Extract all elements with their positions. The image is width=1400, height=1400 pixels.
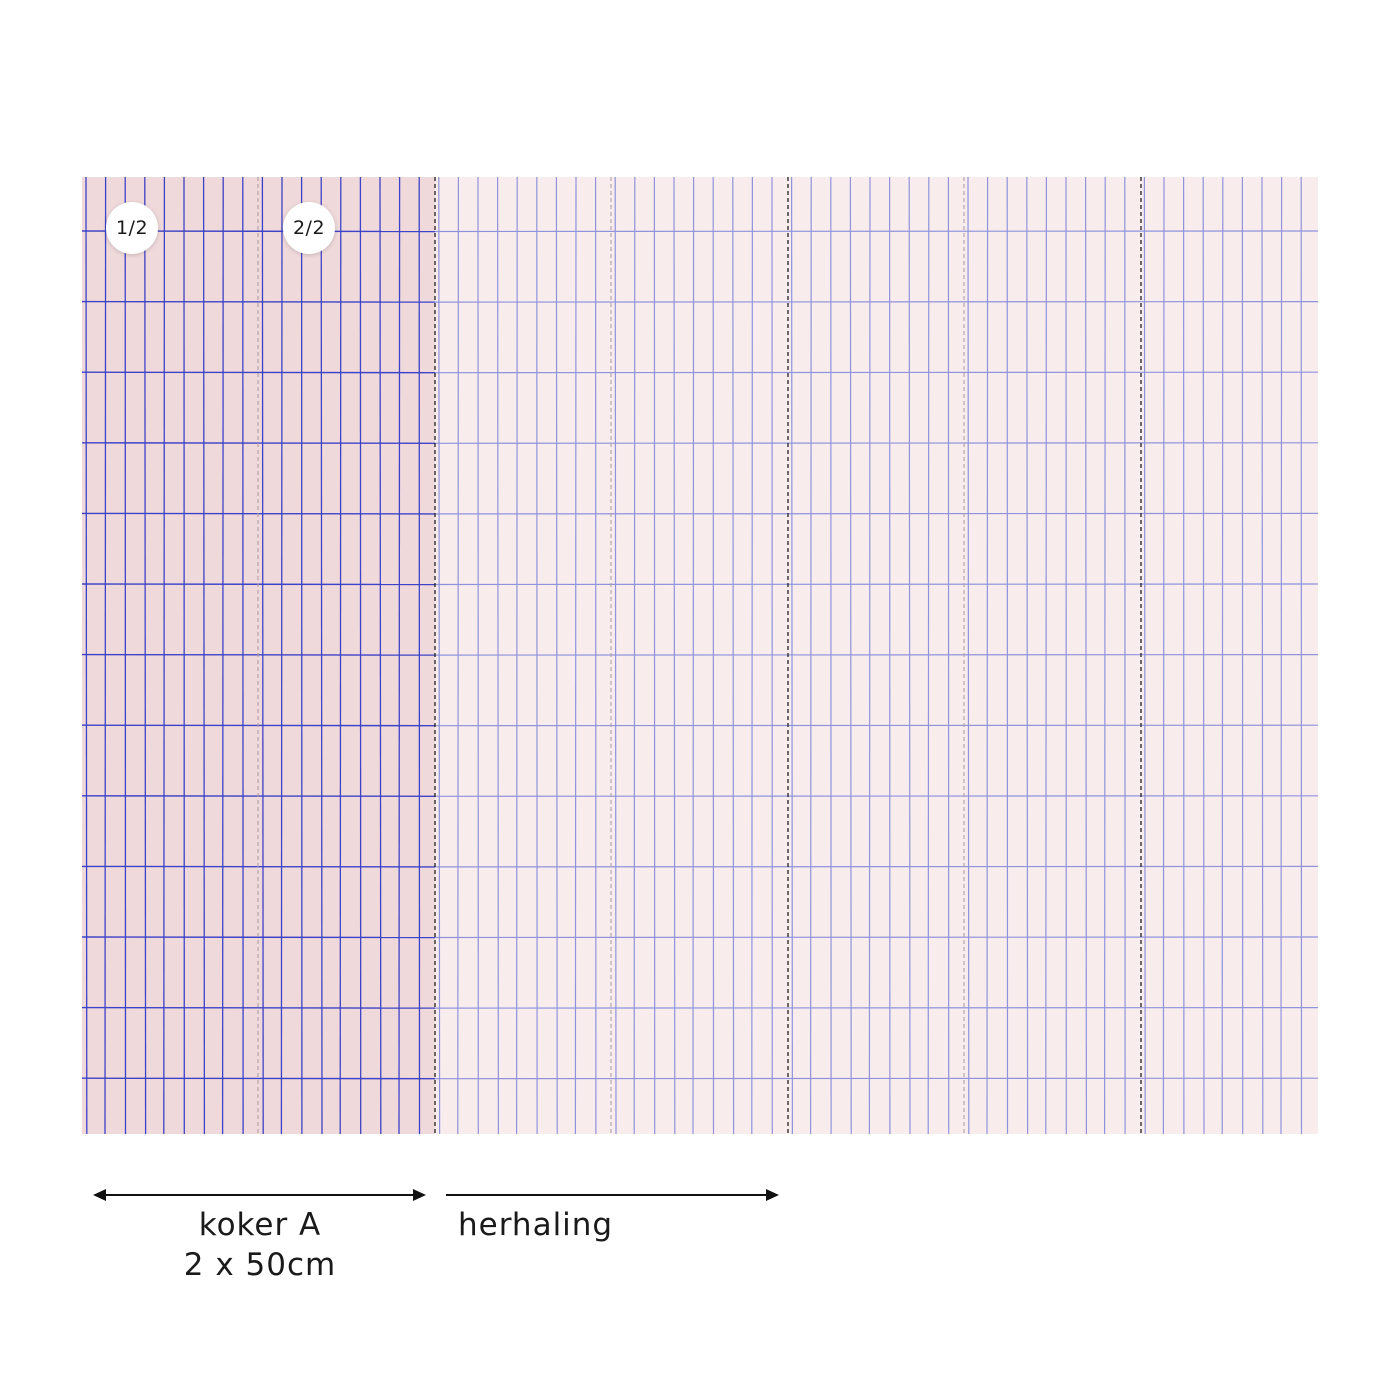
grid-line-horizontal (434, 230, 1319, 233)
grid-line-horizontal (434, 1077, 1319, 1080)
grid-line-vertical (849, 176, 852, 1135)
grid-line-vertical (104, 176, 107, 1135)
grid-line-vertical (1026, 176, 1029, 1135)
grid-line-vertical (809, 176, 812, 1135)
grid-line-horizontal (434, 442, 1319, 444)
grid-line-vertical (85, 176, 88, 1135)
roll-name-caption: koker A (198, 1207, 322, 1243)
panel-label-2: 2/2 (283, 202, 335, 254)
panel-seams (257, 177, 1142, 1134)
grid-line-horizontal (434, 371, 1319, 374)
grid-line-vertical (927, 176, 930, 1135)
grid-line-vertical (1162, 176, 1165, 1135)
grid-line-horizontal (81, 300, 436, 303)
double-arrow-icon (93, 1189, 426, 1201)
roll-size-caption: 2 x 50cm (183, 1247, 337, 1283)
grid-line-horizontal (434, 512, 1319, 515)
grid-line-vertical (1280, 176, 1283, 1135)
grid-line-vertical (790, 176, 794, 1135)
grid-line-vertical (1202, 176, 1205, 1135)
repeat-caption: herhaling (458, 1207, 614, 1243)
grid-line-vertical (967, 176, 970, 1135)
grid-pattern (81, 176, 1319, 1135)
grid-line-horizontal (434, 653, 1319, 656)
grid-line-horizontal (434, 936, 1319, 939)
grid-line-horizontal (434, 301, 1319, 303)
grid-line-horizontal (81, 371, 436, 374)
grid-line-vertical (163, 176, 166, 1135)
grid-line-vertical (1221, 176, 1224, 1135)
grid-line-vertical (1103, 176, 1106, 1135)
grid-line-vertical (1261, 176, 1264, 1135)
grid-line-vertical (221, 176, 224, 1135)
grid-line-horizontal (81, 936, 436, 939)
grid-line-horizontal (434, 795, 1319, 797)
grid-line-vertical (908, 176, 911, 1135)
right-arrow-icon (446, 1189, 779, 1201)
grid-line-horizontal (434, 583, 1319, 586)
grid-line-horizontal (434, 865, 1319, 868)
grid-line-vertical (1045, 176, 1048, 1135)
grid-line-horizontal (434, 1006, 1319, 1009)
panel-label-1: 1/2 (106, 202, 158, 254)
grid-line-vertical (1143, 176, 1146, 1135)
grid-line-vertical (1084, 176, 1088, 1135)
grid-line-horizontal (434, 724, 1319, 727)
grid-line-vertical (986, 176, 989, 1135)
grid-line-vertical (202, 176, 206, 1135)
grid-line-horizontal (81, 1006, 436, 1009)
grid-line-vertical (868, 176, 871, 1135)
grid-line-horizontal (81, 1077, 436, 1080)
grid-line-vertical (144, 176, 147, 1135)
